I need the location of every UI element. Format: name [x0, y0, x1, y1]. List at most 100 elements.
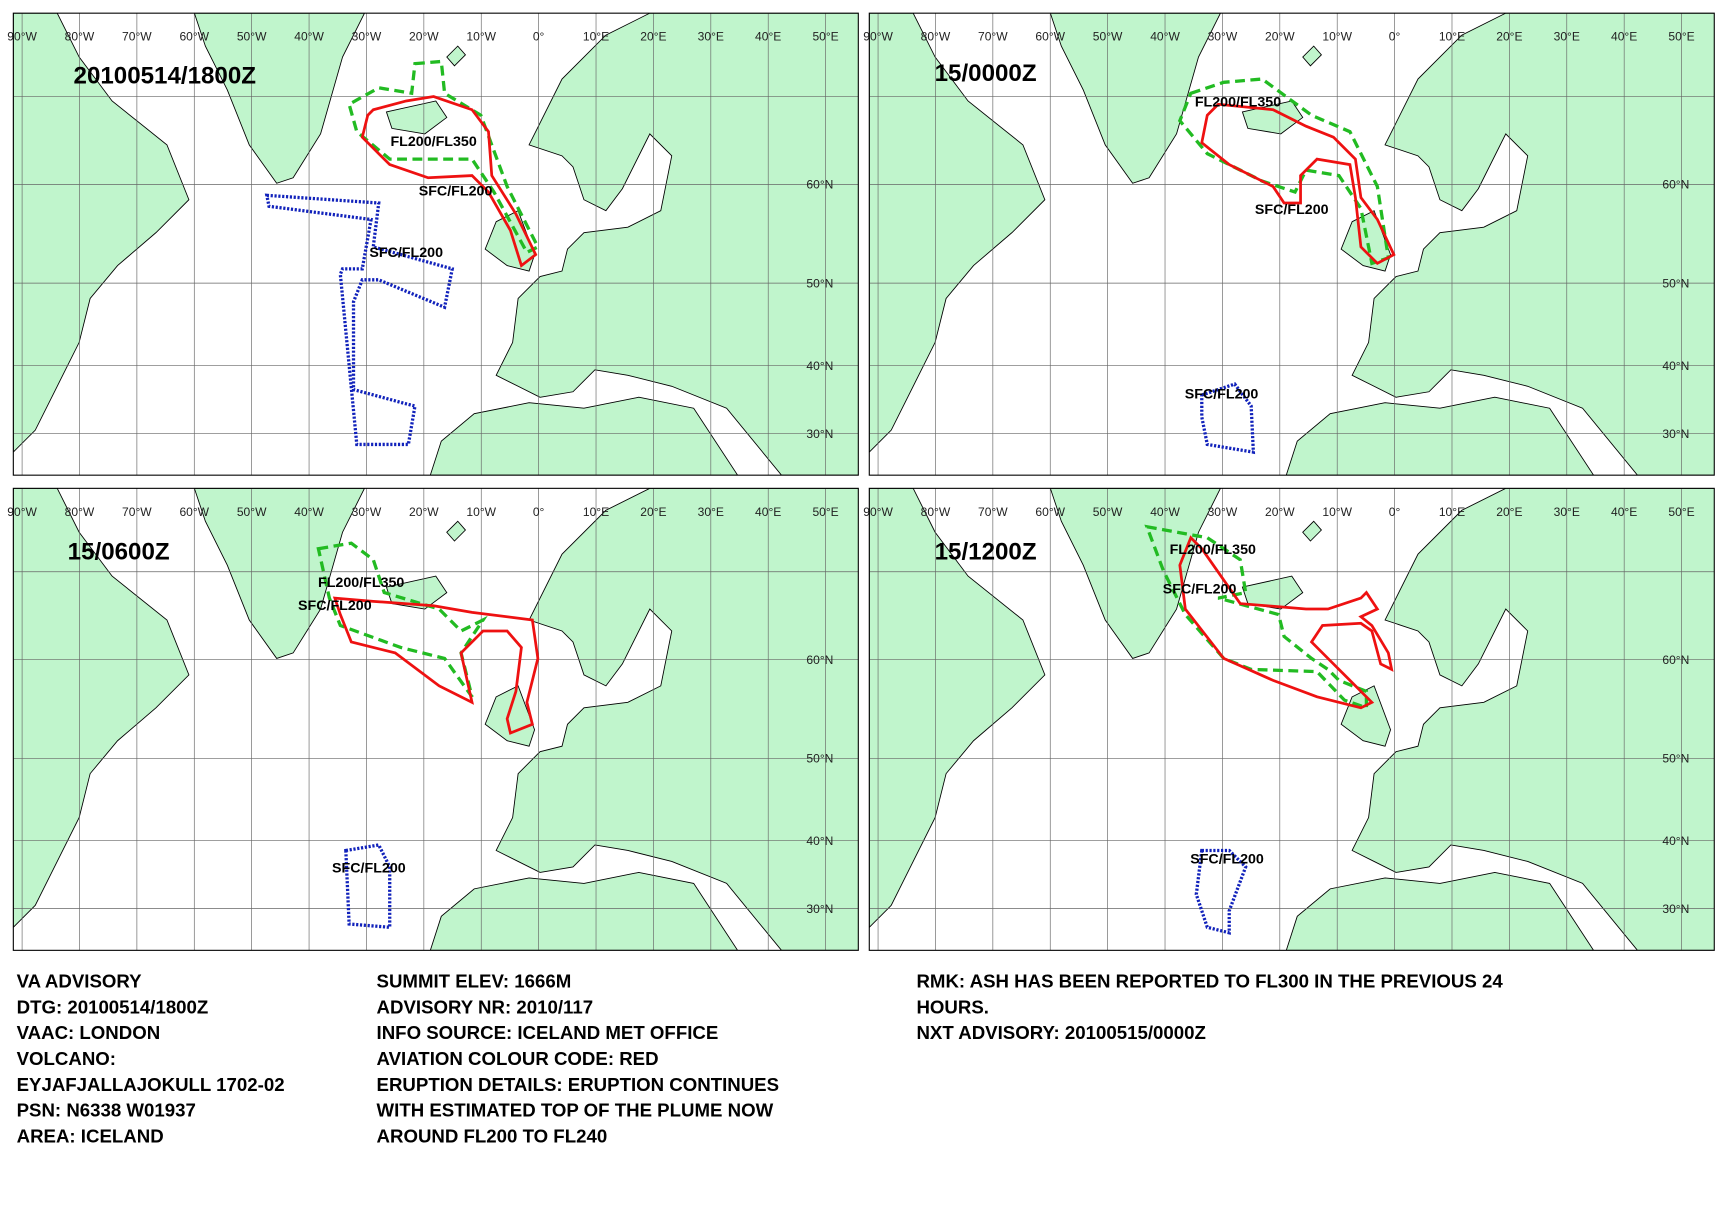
- longitude-label: 40°W: [1150, 30, 1180, 44]
- longitude-label: 90°W: [863, 505, 893, 519]
- longitude-label: 80°W: [921, 30, 951, 44]
- advisory-line: AREA: ICELAND: [17, 1125, 164, 1146]
- longitude-label: 60°W: [179, 30, 209, 44]
- map-body: [869, 13, 1715, 476]
- latitude-label: 40°N: [806, 834, 833, 848]
- land: [385, 575, 448, 610]
- longitude-label: 30°E: [1554, 505, 1580, 519]
- longitude-label: 80°W: [65, 30, 95, 44]
- land: [1049, 13, 1221, 184]
- ash-area-sfc-fl200-forecast: [344, 843, 392, 930]
- longitude-label: 50°E: [812, 505, 838, 519]
- longitude-label: 10°E: [583, 30, 609, 44]
- land: [1351, 13, 1715, 476]
- land: [1340, 685, 1392, 747]
- advisory-line: VOLCANO:: [17, 1048, 116, 1069]
- advisory-line: NXT ADVISORY: 20100515/0000Z: [916, 1022, 1205, 1043]
- longitude-label: 40°E: [755, 30, 781, 44]
- ash-label: SFC/FL200: [332, 860, 406, 876]
- longitude-label: 50°E: [1668, 505, 1694, 519]
- longitude-label: 10°W: [466, 505, 496, 519]
- longitude-label: 40°W: [1150, 505, 1180, 519]
- latitude-label: 30°N: [1662, 427, 1689, 441]
- longitude-label: 70°W: [122, 30, 152, 44]
- longitude-label: 30°W: [1208, 505, 1238, 519]
- longitude-label: 40°W: [294, 30, 324, 44]
- longitude-label: 90°W: [863, 30, 893, 44]
- land: [495, 488, 859, 951]
- ash-area-sfc-fl200: [1200, 102, 1396, 266]
- longitude-label: 10°E: [1439, 30, 1465, 44]
- land: [1302, 45, 1323, 67]
- longitude-label: 0°: [1389, 30, 1401, 44]
- longitude-label: 30°W: [352, 505, 382, 519]
- longitude-label: 10°W: [1322, 505, 1352, 519]
- map-body: [13, 13, 859, 476]
- longitude-label: 50°E: [812, 30, 838, 44]
- latitude-label: 60°N: [806, 178, 833, 192]
- land: [385, 100, 448, 135]
- ash-layer: 15/1200Z FL200/FL350 SFC/FL200 SFC/FL200: [935, 524, 1394, 935]
- ash-label: SFC/FL200: [1163, 582, 1237, 598]
- longitude-label: 50°W: [1093, 30, 1123, 44]
- longitude-label: 50°W: [237, 505, 267, 519]
- land: [1302, 520, 1323, 542]
- latitude-label: 60°N: [806, 653, 833, 667]
- advisory-line: DTG: 20100514/1800Z: [17, 996, 209, 1017]
- advisory-line: VAAC: LONDON: [17, 1022, 161, 1043]
- panel-border: [12, 12, 859, 476]
- ash-label: SFC/FL200: [419, 183, 493, 199]
- longitude-label: 90°W: [7, 30, 37, 44]
- map-panel: 90°W 80°W 70°W 60°W 50°W 40°W 30°W 20°W 10°W 0° 10…: [863, 12, 1715, 476]
- ash-label: SFC/FL200: [1185, 386, 1259, 402]
- ash-label: FL200/FL350: [390, 134, 476, 150]
- ash-area-sfc-fl200-forecast: [264, 193, 455, 447]
- longitude-label: 20°E: [640, 30, 666, 44]
- panel-border: [868, 12, 1715, 476]
- latitude-label: 40°N: [1662, 834, 1689, 848]
- longitude-label: 40°E: [1611, 30, 1637, 44]
- latitude-label: 30°N: [806, 427, 833, 441]
- advisory-line: VA ADVISORY: [17, 971, 143, 992]
- longitude-label: 0°: [1389, 505, 1401, 519]
- map-panel: 90°W 80°W 70°W 60°W 50°W 40°W 30°W 20°W 10°W 0° 10…: [7, 12, 859, 476]
- advisory-line: INFO SOURCE: ICELAND MET OFFICE: [377, 1022, 719, 1043]
- ash-area-sfc-fl200: [360, 95, 538, 268]
- longitude-label: 70°W: [122, 505, 152, 519]
- longitude-label: 30°E: [698, 505, 724, 519]
- longitude-label: 40°E: [1611, 505, 1637, 519]
- panel-border: [868, 487, 1715, 951]
- advisory-line: SUMMIT ELEV: 1666M: [377, 971, 572, 992]
- ash-area-fl200-fl350: [347, 59, 541, 255]
- land: [446, 520, 467, 542]
- ash-layer: 15/0000Z FL200/FL350 SFC/FL200 SFC/FL200: [935, 60, 1396, 455]
- land: [1285, 396, 1595, 476]
- longitude-label: 10°W: [466, 30, 496, 44]
- latitude-label: 50°N: [806, 277, 833, 291]
- panel-title: 15/1200Z: [935, 539, 1037, 566]
- panel-title: 20100514/1800Z: [74, 62, 257, 89]
- longitude-label: 20°W: [1265, 30, 1295, 44]
- latitude-label: 50°N: [806, 752, 833, 766]
- longitude-label: 30°E: [1554, 30, 1580, 44]
- advisory-line: RMK: ASH HAS BEEN REPORTED TO FL300 IN T…: [916, 971, 1503, 992]
- latitude-label: 40°N: [1662, 359, 1689, 373]
- ash-label: FL200/FL350: [1195, 94, 1281, 110]
- longitude-label: 40°E: [755, 505, 781, 519]
- ash-label: FL200/FL350: [318, 575, 404, 591]
- land: [1351, 488, 1715, 951]
- ash-label: SFC/FL200: [298, 598, 372, 614]
- latitude-label: 50°N: [1662, 277, 1689, 291]
- longitude-label: 90°W: [7, 505, 37, 519]
- longitude-label: 50°E: [1668, 30, 1694, 44]
- longitude-label: 20°W: [1265, 505, 1295, 519]
- longitude-label: 0°: [533, 30, 545, 44]
- longitude-label: 60°W: [179, 505, 209, 519]
- panel-border: [12, 487, 859, 951]
- advisory-line: PSN: N6338 W01937: [17, 1100, 196, 1121]
- land: [429, 871, 739, 951]
- ash-label: SFC/FL200: [1190, 852, 1264, 868]
- longitude-label: 40°W: [294, 505, 324, 519]
- advisory-line: HOURS.: [916, 996, 989, 1017]
